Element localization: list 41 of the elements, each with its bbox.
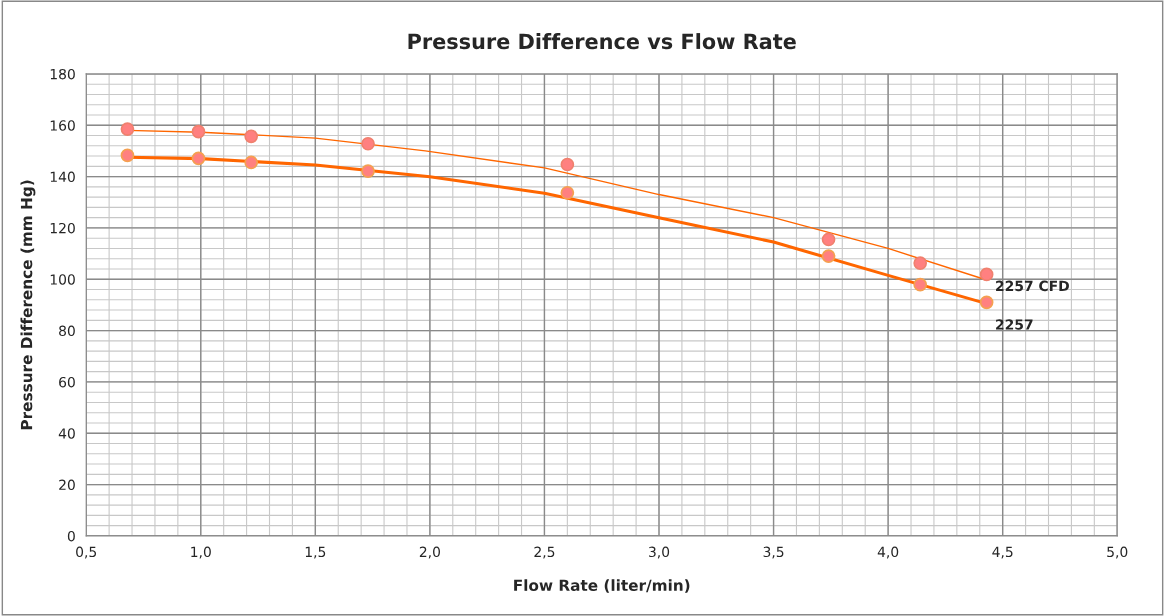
x-tick-label: 4,0 xyxy=(877,546,899,559)
point xyxy=(120,122,135,136)
y-tick-label: 160 xyxy=(50,120,75,131)
x-tick-label: 2,0 xyxy=(419,546,441,559)
y-tick-label: 20 xyxy=(59,479,75,491)
point xyxy=(979,267,994,282)
point xyxy=(560,157,575,172)
x-tick-label: 1,0 xyxy=(191,546,211,559)
x-tick-label: 4,5 xyxy=(992,546,1013,559)
point xyxy=(821,249,836,264)
point xyxy=(244,155,259,170)
x-tick-label: 3,5 xyxy=(763,546,784,559)
x-tick-label: 2,5 xyxy=(534,546,555,559)
point xyxy=(244,129,259,144)
point xyxy=(191,151,206,166)
y-axis-title: Pressure Difference (mm Hg) xyxy=(20,180,36,430)
series-label: 2257 CFD xyxy=(996,280,1069,292)
y-tick-label: 40 xyxy=(58,428,75,439)
y-tick-label: 80 xyxy=(59,325,75,337)
point xyxy=(120,148,135,163)
point xyxy=(979,295,994,310)
y-tick-label: 140 xyxy=(50,171,75,183)
y-tick-label: 180 xyxy=(50,68,75,80)
point xyxy=(821,232,836,247)
y-tick-label: 0 xyxy=(67,530,75,542)
point xyxy=(913,256,928,270)
x-axis-title: Flow Rate (liter/min) xyxy=(514,579,690,593)
point xyxy=(191,124,206,139)
y-tick-label: 120 xyxy=(50,222,75,234)
chart-title: Pressure Difference vs Flow Rate xyxy=(408,33,796,50)
x-tick-label: 1,5 xyxy=(305,546,326,559)
point xyxy=(361,136,375,151)
point xyxy=(361,164,375,179)
point xyxy=(913,277,928,292)
x-tick-label: 0,5 xyxy=(76,546,97,559)
y-tick-label: 60 xyxy=(59,376,75,388)
x-tick-label: 3,0 xyxy=(649,546,670,559)
y-tick-label: 100 xyxy=(50,274,75,285)
point xyxy=(560,185,575,200)
series-label: 2257 xyxy=(996,319,1033,330)
x-tick-label: 5,0 xyxy=(1107,546,1128,559)
